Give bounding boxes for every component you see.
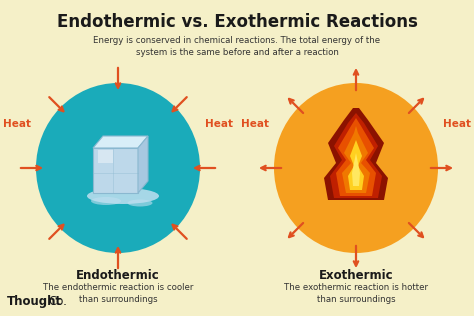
- Text: The endothermic reaction is cooler
than surroundings: The endothermic reaction is cooler than …: [43, 283, 193, 304]
- Text: Energy is conserved in chemical reactions. The total energy of the
system is the: Energy is conserved in chemical reaction…: [93, 36, 381, 57]
- Polygon shape: [93, 136, 148, 148]
- Ellipse shape: [91, 197, 121, 205]
- Polygon shape: [352, 153, 360, 186]
- Ellipse shape: [87, 188, 159, 204]
- Text: Thought: Thought: [7, 295, 62, 308]
- Text: The exothermic reaction is hotter
than surroundings: The exothermic reaction is hotter than s…: [284, 283, 428, 304]
- Ellipse shape: [36, 83, 200, 253]
- Polygon shape: [330, 113, 382, 198]
- Polygon shape: [138, 136, 148, 193]
- Polygon shape: [324, 108, 388, 200]
- Text: Heat: Heat: [3, 119, 31, 129]
- Polygon shape: [348, 140, 364, 190]
- Polygon shape: [93, 148, 138, 193]
- Text: Co.: Co.: [48, 295, 67, 308]
- Text: Heat: Heat: [205, 119, 233, 129]
- Text: Heat: Heat: [241, 119, 269, 129]
- Polygon shape: [336, 118, 376, 196]
- Text: Endothermic: Endothermic: [76, 269, 160, 282]
- Text: Heat: Heat: [443, 119, 471, 129]
- Polygon shape: [98, 150, 113, 163]
- Ellipse shape: [274, 83, 438, 253]
- Text: Endothermic vs. Exothermic Reactions: Endothermic vs. Exothermic Reactions: [56, 13, 418, 31]
- Text: Exothermic: Exothermic: [319, 269, 393, 282]
- Ellipse shape: [128, 199, 153, 206]
- Polygon shape: [342, 126, 370, 193]
